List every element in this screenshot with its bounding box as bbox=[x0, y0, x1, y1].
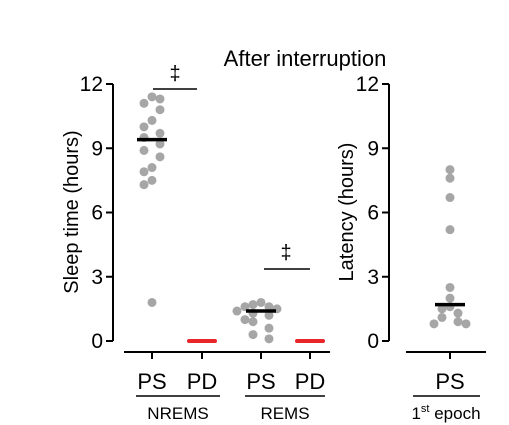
significance-marker-nrems: ‡ bbox=[169, 63, 180, 85]
x-category-label: PD bbox=[187, 369, 218, 394]
y-axis-ticks: 0 3 6 9 12 bbox=[80, 73, 113, 353]
latency-panel: Latency (hours) 0 3 6 9 12 PS 1st epoch bbox=[336, 73, 486, 423]
data-point bbox=[437, 304, 447, 314]
data-point bbox=[147, 163, 157, 173]
data-marks bbox=[137, 92, 325, 344]
data-point bbox=[429, 319, 439, 329]
y-tick-label: 12 bbox=[80, 73, 103, 96]
significance-marker-rems: ‡ bbox=[280, 242, 291, 264]
data-point bbox=[155, 105, 165, 115]
y-tick-label: 12 bbox=[356, 73, 379, 96]
data-point bbox=[139, 180, 149, 190]
x-category-label: PS bbox=[246, 369, 275, 394]
data-point bbox=[256, 297, 266, 307]
data-point bbox=[445, 173, 455, 183]
data-point bbox=[147, 297, 157, 307]
x-category-label: PS bbox=[435, 369, 464, 394]
data-point bbox=[147, 115, 157, 125]
data-point bbox=[240, 302, 250, 312]
data-point bbox=[445, 282, 455, 292]
data-marks-latency bbox=[429, 165, 471, 329]
y-tick-label: 6 bbox=[91, 202, 103, 225]
data-point bbox=[147, 175, 157, 185]
data-point bbox=[264, 323, 274, 333]
sleep-time-panel: After interruption Sleep time (hours) 0 3… bbox=[61, 46, 386, 423]
data-point bbox=[453, 308, 463, 318]
y-axis-ticks-latency: 0 3 6 9 12 bbox=[356, 73, 389, 353]
y-tick-label: 3 bbox=[367, 266, 379, 289]
data-point bbox=[139, 167, 149, 177]
group-label-first-epoch: 1st epoch bbox=[411, 403, 480, 423]
data-point bbox=[264, 302, 274, 312]
y-axis-label-sleep-time: Sleep time (hours) bbox=[61, 130, 83, 293]
y-axis-label-latency: Latency (hours) bbox=[336, 143, 358, 282]
data-point bbox=[248, 330, 258, 340]
x-category-label: PD bbox=[295, 369, 326, 394]
data-point bbox=[139, 122, 149, 132]
data-point bbox=[445, 293, 455, 303]
data-point bbox=[147, 92, 157, 102]
y-tick-label: 9 bbox=[367, 137, 379, 160]
data-point bbox=[139, 145, 149, 155]
data-point bbox=[139, 98, 149, 108]
data-point bbox=[155, 128, 165, 138]
data-point bbox=[155, 139, 165, 149]
data-point bbox=[264, 310, 274, 320]
data-point bbox=[155, 152, 165, 162]
y-tick-label: 0 bbox=[367, 330, 379, 353]
x-category-labels-latency: PS bbox=[435, 352, 465, 394]
x-category-label: PS bbox=[137, 369, 166, 394]
group-label-rems: REMS bbox=[260, 404, 309, 423]
data-point bbox=[264, 334, 274, 344]
data-point bbox=[232, 306, 242, 316]
data-point bbox=[453, 317, 463, 327]
data-point bbox=[445, 193, 455, 203]
data-point bbox=[437, 312, 447, 322]
data-point bbox=[248, 300, 258, 310]
data-point bbox=[248, 317, 258, 327]
data-point bbox=[445, 165, 455, 175]
data-point bbox=[240, 315, 250, 325]
chart-title: After interruption bbox=[224, 46, 387, 71]
y-tick-label: 6 bbox=[367, 202, 379, 225]
group-label-nrems: NREMS bbox=[147, 404, 208, 423]
x-category-labels: PS PD PS PD bbox=[137, 352, 325, 394]
data-point bbox=[445, 225, 455, 235]
y-tick-label: 9 bbox=[91, 137, 103, 160]
data-point bbox=[461, 319, 471, 329]
data-point bbox=[155, 94, 165, 104]
y-tick-label: 0 bbox=[91, 330, 103, 353]
y-tick-label: 3 bbox=[91, 266, 103, 289]
